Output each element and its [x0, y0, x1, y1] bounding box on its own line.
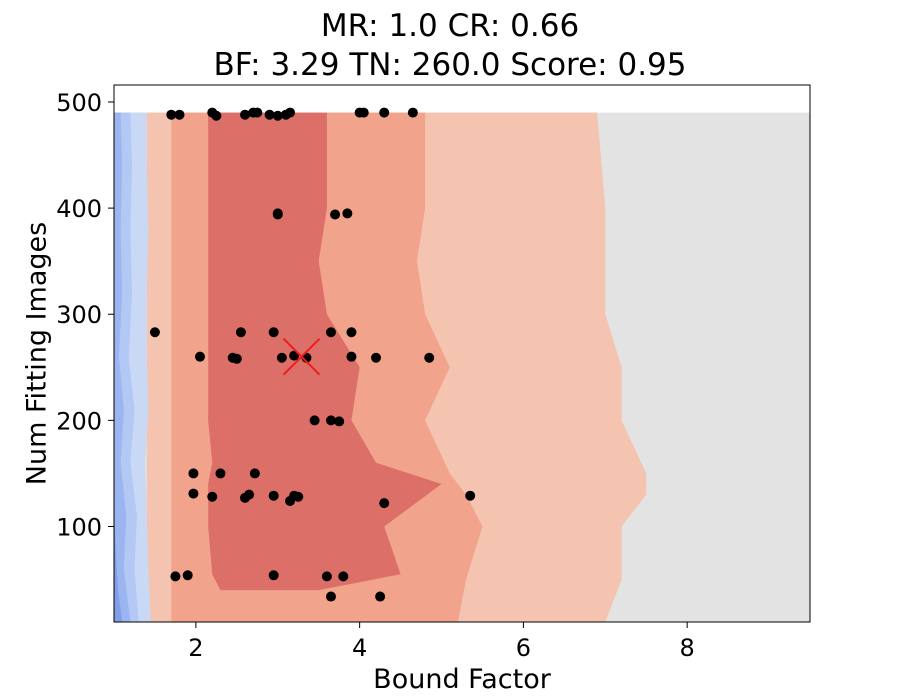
contour-band-cool-3	[114, 112, 131, 622]
data-point	[379, 107, 390, 118]
data-point	[188, 488, 199, 499]
data-point	[424, 352, 435, 363]
data-point	[371, 352, 382, 363]
data-point	[174, 109, 185, 120]
y-tick-label: 500	[56, 89, 102, 117]
data-point	[194, 351, 205, 362]
data-point	[215, 468, 226, 479]
data-point	[346, 327, 357, 338]
x-tick-label: 8	[680, 634, 695, 662]
data-point	[358, 107, 369, 118]
data-point	[272, 209, 283, 220]
data-point	[338, 571, 349, 582]
chart-title-line-1: MR: 1.0 CR: 0.66	[320, 8, 580, 44]
best-marker-stroke-2	[282, 337, 321, 376]
x-axis-label: Bound Factor	[373, 664, 552, 695]
chart-title-line-2: BF: 3.29 TN: 260.0 Score: 0.95	[213, 47, 687, 83]
data-point	[309, 415, 320, 426]
y-tick-label: 300	[56, 301, 102, 329]
data-point	[325, 591, 336, 602]
contour-fills	[114, 112, 810, 622]
contour-band-cool-4	[114, 112, 123, 622]
y-tick-label: 100	[56, 513, 102, 541]
data-point	[325, 415, 336, 426]
data-point	[166, 109, 177, 120]
data-point	[188, 468, 199, 479]
data-point	[207, 491, 218, 502]
data-point	[325, 327, 336, 338]
data-point	[375, 591, 386, 602]
x-axis: 2 4 6 8	[188, 622, 695, 662]
data-point	[268, 490, 279, 501]
data-point	[211, 110, 222, 121]
data-point	[293, 491, 304, 502]
data-point	[330, 209, 341, 220]
x-tick-label: 6	[516, 634, 531, 662]
data-point	[465, 490, 476, 501]
y-axis: 100 200 300 400 500	[56, 89, 114, 541]
data-point	[244, 489, 255, 500]
data-point	[268, 327, 279, 338]
data-point	[285, 107, 296, 118]
data-point	[346, 351, 357, 362]
data-points	[149, 107, 476, 602]
x-tick-label: 4	[352, 634, 367, 662]
data-point	[334, 416, 345, 427]
y-axis-label: Num Fitting Images	[22, 222, 53, 485]
data-point	[379, 498, 390, 509]
best-point-marker	[282, 337, 321, 376]
data-point	[149, 327, 160, 338]
data-point	[272, 110, 283, 121]
data-point	[268, 570, 279, 581]
x-tick-label: 2	[188, 634, 203, 662]
data-point	[342, 208, 353, 219]
y-tick-label: 200	[56, 407, 102, 435]
contour-band-warm-3	[208, 112, 442, 591]
data-point	[321, 571, 332, 582]
data-point	[170, 571, 181, 582]
data-point	[407, 107, 418, 118]
data-point	[235, 327, 246, 338]
data-point	[182, 570, 193, 581]
y-tick-label: 400	[56, 195, 102, 223]
data-point	[252, 107, 263, 118]
data-point	[264, 109, 275, 120]
data-point	[276, 352, 287, 363]
data-point	[231, 353, 242, 364]
data-point	[249, 468, 260, 479]
data-point	[240, 109, 251, 120]
plot-frame	[113, 84, 811, 623]
